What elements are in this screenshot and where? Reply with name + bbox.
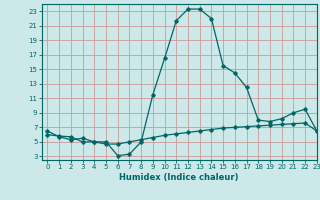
X-axis label: Humidex (Indice chaleur): Humidex (Indice chaleur) (119, 173, 239, 182)
